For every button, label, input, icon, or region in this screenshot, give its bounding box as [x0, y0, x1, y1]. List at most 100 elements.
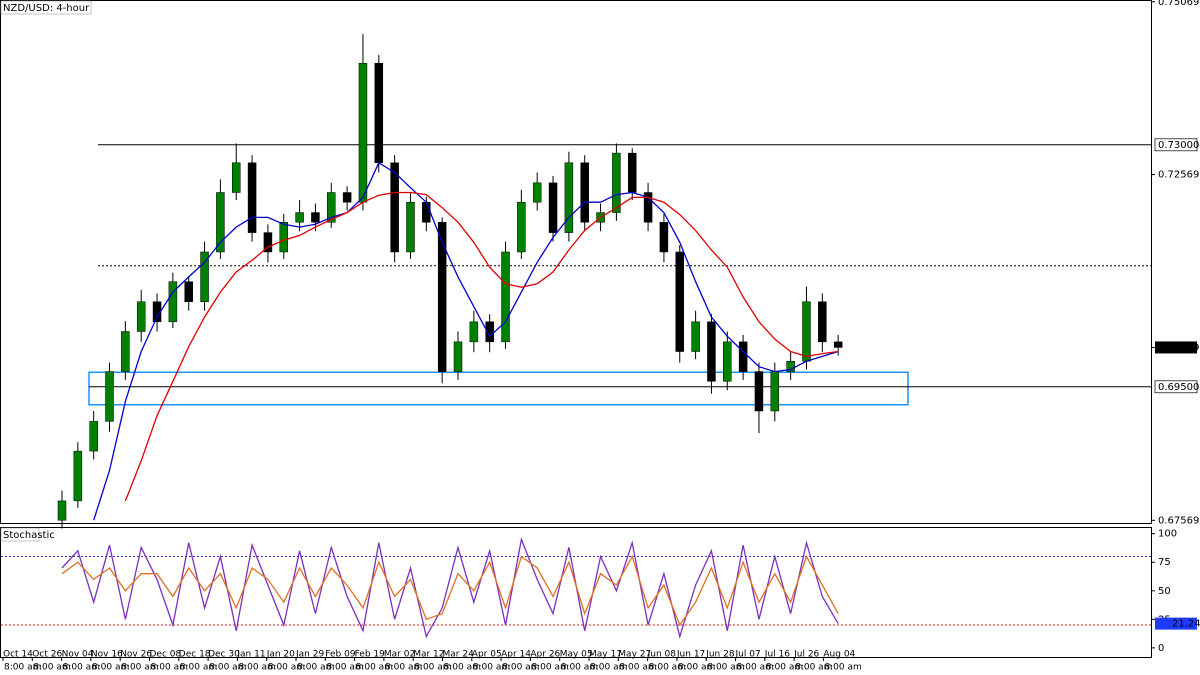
x-tick-label: Nov 26 — [120, 650, 152, 660]
candle-body — [73, 450, 83, 502]
candle-body — [437, 221, 447, 372]
x-tick-label: Jan 29 — [295, 650, 324, 660]
candle-body — [231, 162, 241, 193]
candle-body — [327, 192, 336, 223]
last-price-label: 0.70069 — [1158, 342, 1199, 353]
x-time-label: 8:00 am — [385, 663, 422, 673]
x-tick-label: Mar 12 — [413, 650, 444, 660]
x-time-label: 8:00 am — [824, 663, 861, 673]
x-time-label: 8:00 am — [678, 663, 715, 673]
candle-body — [548, 182, 558, 233]
x-tick-label: Nov 16 — [91, 650, 123, 660]
x-time-label: 8:00 am — [473, 663, 510, 673]
x-tick-label: Apr 14 — [501, 650, 531, 660]
candle-body — [57, 500, 67, 521]
candle-body — [422, 201, 431, 223]
price-panel — [0, 0, 1152, 524]
candle-body — [659, 221, 669, 253]
x-time-label: 8:00 am — [121, 663, 158, 673]
level-label-box — [1154, 380, 1198, 394]
y-tick-label: 0 — [1158, 643, 1164, 654]
x-time-label: 8:00 am — [356, 663, 393, 673]
series-line — [61, 554, 839, 627]
x-tick-label: Nov 04 — [62, 650, 94, 660]
candle-body — [612, 152, 621, 213]
candle-body — [342, 192, 352, 203]
x-tick-label: Oct 14 — [3, 650, 33, 660]
x-time-label: 8:00 am — [795, 663, 832, 673]
x-tick-label: Dec 08 — [150, 650, 182, 660]
last-value-label: 21.24 — [1172, 619, 1200, 630]
x-time-label: 8:00 am — [444, 663, 481, 673]
chart-title: NZD/USD: 4-hour — [3, 3, 90, 14]
title-box — [0, 527, 40, 542]
candle-body — [279, 221, 289, 253]
candle-body — [691, 321, 700, 352]
x-time-label: 8:00 am — [33, 663, 70, 673]
x-tick-label: Feb 19 — [355, 650, 386, 660]
candle-body — [580, 162, 589, 223]
candle-body — [406, 201, 415, 253]
candle-body — [374, 62, 384, 164]
x-tick-label: Apr 26 — [530, 650, 560, 660]
candle-body — [105, 371, 114, 422]
x-tick-label: Mar 02 — [384, 650, 415, 660]
candle-body — [469, 321, 479, 343]
x-time-label: 8:00 am — [502, 663, 539, 673]
x-time-label: 8:00 am — [63, 663, 100, 673]
candle-body — [295, 212, 304, 223]
x-time-label: 8:00 am — [531, 663, 568, 673]
x-time-label: 8:00 am — [326, 663, 363, 673]
last-price-box — [1155, 341, 1197, 354]
x-tick-label: Jul 16 — [764, 650, 790, 660]
x-time-label: 8:00 am — [4, 663, 41, 673]
candle-body — [168, 281, 178, 323]
x-tick-label: May 27 — [618, 650, 651, 660]
candle-body — [517, 201, 526, 253]
candle-body — [89, 421, 98, 452]
candle-body — [833, 341, 843, 348]
x-time-label: 8:00 am — [151, 663, 188, 673]
x-tick-label: May 17 — [589, 650, 622, 660]
candle-body — [453, 341, 463, 372]
candle-body — [738, 341, 748, 372]
candle-body — [121, 331, 130, 372]
x-tick-label: Jul 26 — [793, 650, 819, 660]
x-tick-label: Apr 05 — [472, 650, 502, 660]
candle-body — [390, 162, 399, 253]
x-tick-label: Jan 11 — [236, 650, 265, 660]
y-tick-label: 0.75069 — [1158, 0, 1199, 8]
y-tick-label: 50 — [1158, 586, 1171, 597]
x-time-label: 8:00 am — [180, 663, 217, 673]
candle-body — [501, 251, 510, 343]
x-time-label: 8:00 am — [238, 663, 275, 673]
x-tick-label: Dec 18 — [179, 650, 211, 660]
x-tick-label: Jun 08 — [647, 650, 677, 660]
candle-body — [247, 162, 257, 233]
stochastic-panel — [0, 527, 1152, 658]
x-tick-label: May 05 — [560, 650, 593, 660]
candle-body — [216, 192, 225, 253]
candle-body — [818, 301, 827, 343]
series-line — [93, 161, 839, 521]
x-tick-label: Jun 17 — [676, 650, 705, 660]
candle-body — [263, 232, 273, 253]
x-tick-label: Jan 20 — [266, 650, 295, 660]
candle-body — [675, 251, 685, 352]
last-value-box — [1155, 617, 1197, 630]
x-time-label: 8:00 am — [561, 663, 598, 673]
x-tick-label: Jun 28 — [705, 650, 735, 660]
candle-body — [707, 321, 716, 382]
candle-body — [200, 251, 209, 303]
x-tick-label: Aug 04 — [823, 650, 855, 660]
candle-body — [802, 301, 811, 362]
candle-body — [770, 371, 780, 412]
level-label-box — [1154, 138, 1198, 152]
candle-body — [723, 341, 732, 382]
y-tick-label: 0.72569 — [1158, 170, 1199, 181]
support-zone — [88, 371, 909, 406]
x-time-label: 8:00 am — [414, 663, 451, 673]
x-time-label: 8:00 am — [92, 663, 129, 673]
candle-body — [184, 281, 193, 303]
